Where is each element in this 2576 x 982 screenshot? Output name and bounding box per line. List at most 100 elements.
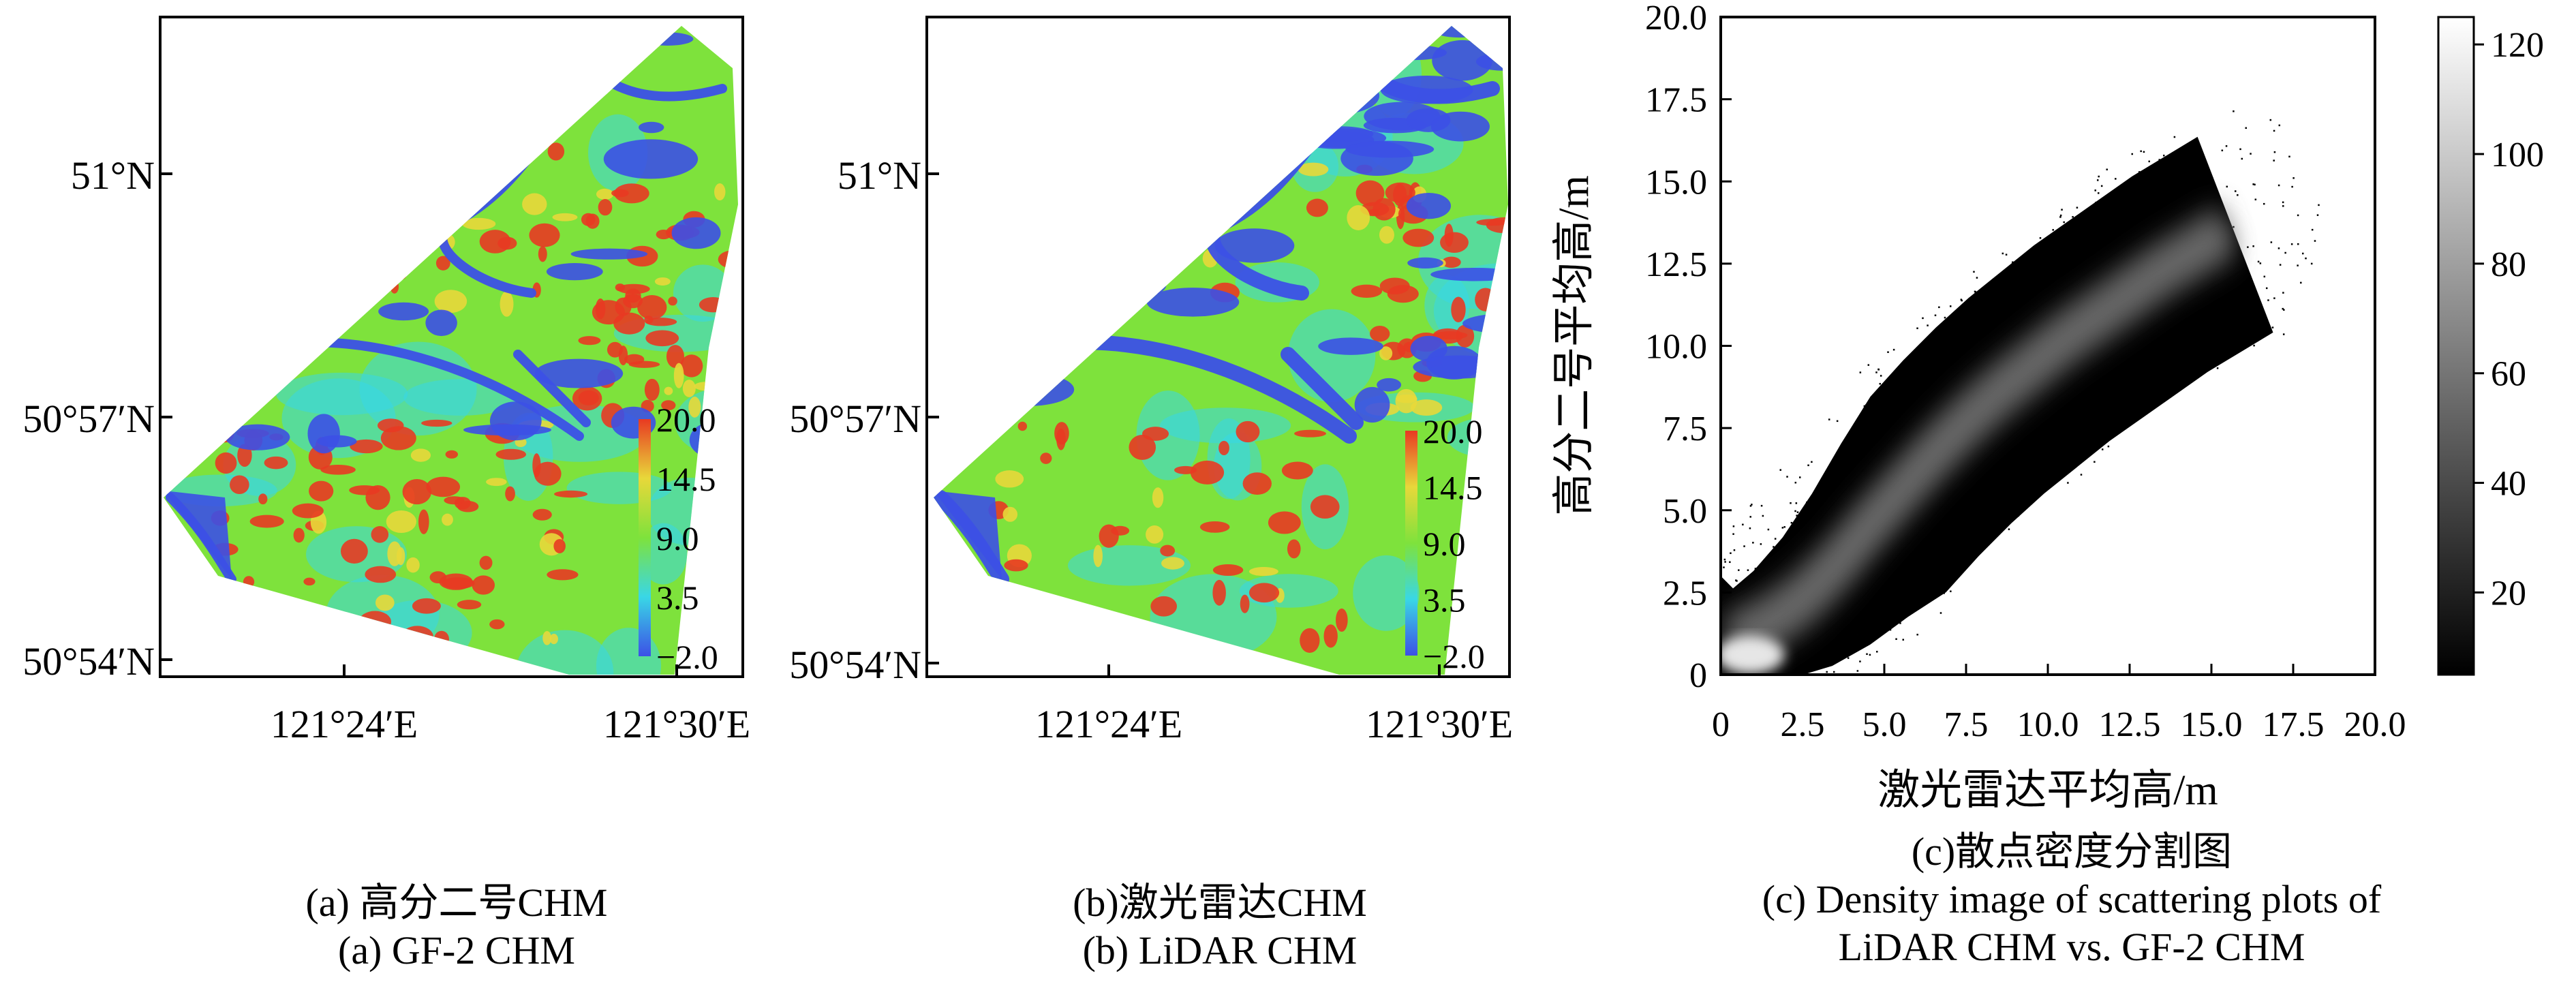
scatter-speck [2230,341,2233,343]
scatter-speck [2188,198,2190,201]
scatter-speck [1864,419,1866,421]
scatter-speck [1999,351,2002,354]
scatter-speck [2014,431,2016,433]
scatter-speck [2127,351,2129,353]
scatter-speck [1995,304,1997,307]
scatter-speck [1867,364,1870,366]
scatter-speck [2055,403,2057,405]
scatter-speck [1869,654,1871,656]
scatter-speck [2023,302,2025,305]
scatter-speck [2001,527,2003,530]
scatter-speck [2006,452,2008,455]
scatter-speck [2147,382,2149,385]
scatter-speck [1906,604,1909,606]
scatter-speck [2225,145,2228,147]
scatter-speck [1820,484,1822,487]
scatter-speck [2100,444,2102,446]
scatter-speck [2063,427,2066,429]
scatter-speck [2155,326,2158,328]
scatter-speck [2256,335,2258,337]
scatter-speck [1928,559,1931,562]
scatter-speck [1892,592,1895,594]
scatter-speck [2067,482,2069,484]
scatter-speck [1984,545,1987,547]
scatter-speck [2177,210,2179,213]
scatter-speck [2311,228,2314,231]
scatter-speck [1903,559,1905,561]
scatter-speck [1845,445,1847,447]
scatter-speck [2145,384,2147,387]
panel-c-colorbar-label: 40 [2491,465,2526,504]
scatter-speck [2081,277,2083,280]
scatter-speck [2254,198,2257,201]
scatter-speck [2010,491,2012,493]
scatter-speck [2205,324,2207,326]
scatter-speck [1932,544,1935,547]
scatter-speck [1762,515,1764,517]
scatter-speck [2156,229,2158,232]
scatter-speck [2055,262,2057,264]
scatter-speck [2204,198,2207,200]
scatter-speck [2094,461,2096,463]
scatter-speck [2053,303,2056,305]
scatter-speck [2213,328,2215,331]
scatter-speck [2257,260,2260,263]
scatter-speck [2282,307,2284,310]
scatter-speck [1929,573,1932,575]
scatter-speck [1969,359,1972,362]
scatter-speck [2050,273,2052,275]
scatter-speck [1849,444,1852,446]
scatter-speck [2216,367,2219,369]
scatter-speck [2194,168,2196,170]
scatter-speck [2076,245,2079,247]
scatter-speck [1760,543,1762,545]
scatter-speck [2142,320,2145,322]
scatter-speck [1796,653,1799,655]
panel-b-map: 121°24′E 121°30′E 51°N 50°57′N 50°54′N 20.0 1… [789,16,1513,746]
scatter-speck [1916,633,1918,636]
scatter-speck [2147,219,2150,221]
scatter-speck [2278,247,2280,249]
scatter-speck [1966,378,1968,380]
scatter-speck [2235,341,2237,343]
scatter-speck [1956,484,1958,486]
scatter-speck [2115,178,2117,180]
scatter-speck [2079,419,2081,422]
scatter-speck [2126,247,2128,250]
panel-c-colorbar-label: 100 [2491,136,2544,174]
scatter-speck [2043,451,2045,454]
scatter-speck [1883,572,1885,574]
scatter-speck [2113,423,2115,425]
scatter-speck [2068,377,2071,380]
scatter-speck [2026,443,2029,445]
scatter-speck [2106,168,2108,170]
scatter-speck [2230,282,2233,284]
scatter-speck [1884,602,1887,605]
scatter-speck [2079,425,2081,427]
scatter-speck [1833,492,1836,494]
scatter-speck [1922,562,1925,564]
scatter-speck [2100,356,2102,358]
scatter-speck [1895,638,1897,641]
scatter-speck [2284,251,2286,254]
scatter-speck [2301,252,2304,255]
scatter-speck [1927,324,1929,326]
scatter-speck [2119,408,2122,410]
panel-c-caption: (c)散点密度分割图 (c) Density image of scatteri… [1690,828,2453,971]
panel-c-y-tick-label: 5.0 [1663,492,1707,531]
scatter-speck [1944,540,1946,542]
scatter-speck [1928,512,1931,514]
scatter-speck [1922,317,1924,320]
scatter-speck [2119,363,2122,365]
scatter-speck [2233,226,2235,228]
scatter-speck [2133,213,2135,215]
panel-a-frame [159,16,744,678]
scatter-speck [2265,287,2268,290]
scatter-speck [2029,308,2031,310]
scatter-speck [2254,293,2256,296]
scatter-speck [1850,448,1852,450]
scatter-speck [2052,229,2054,231]
scatter-speck [1905,435,1908,437]
scatter-speck [2238,281,2241,283]
scatter-speck [2131,153,2133,155]
